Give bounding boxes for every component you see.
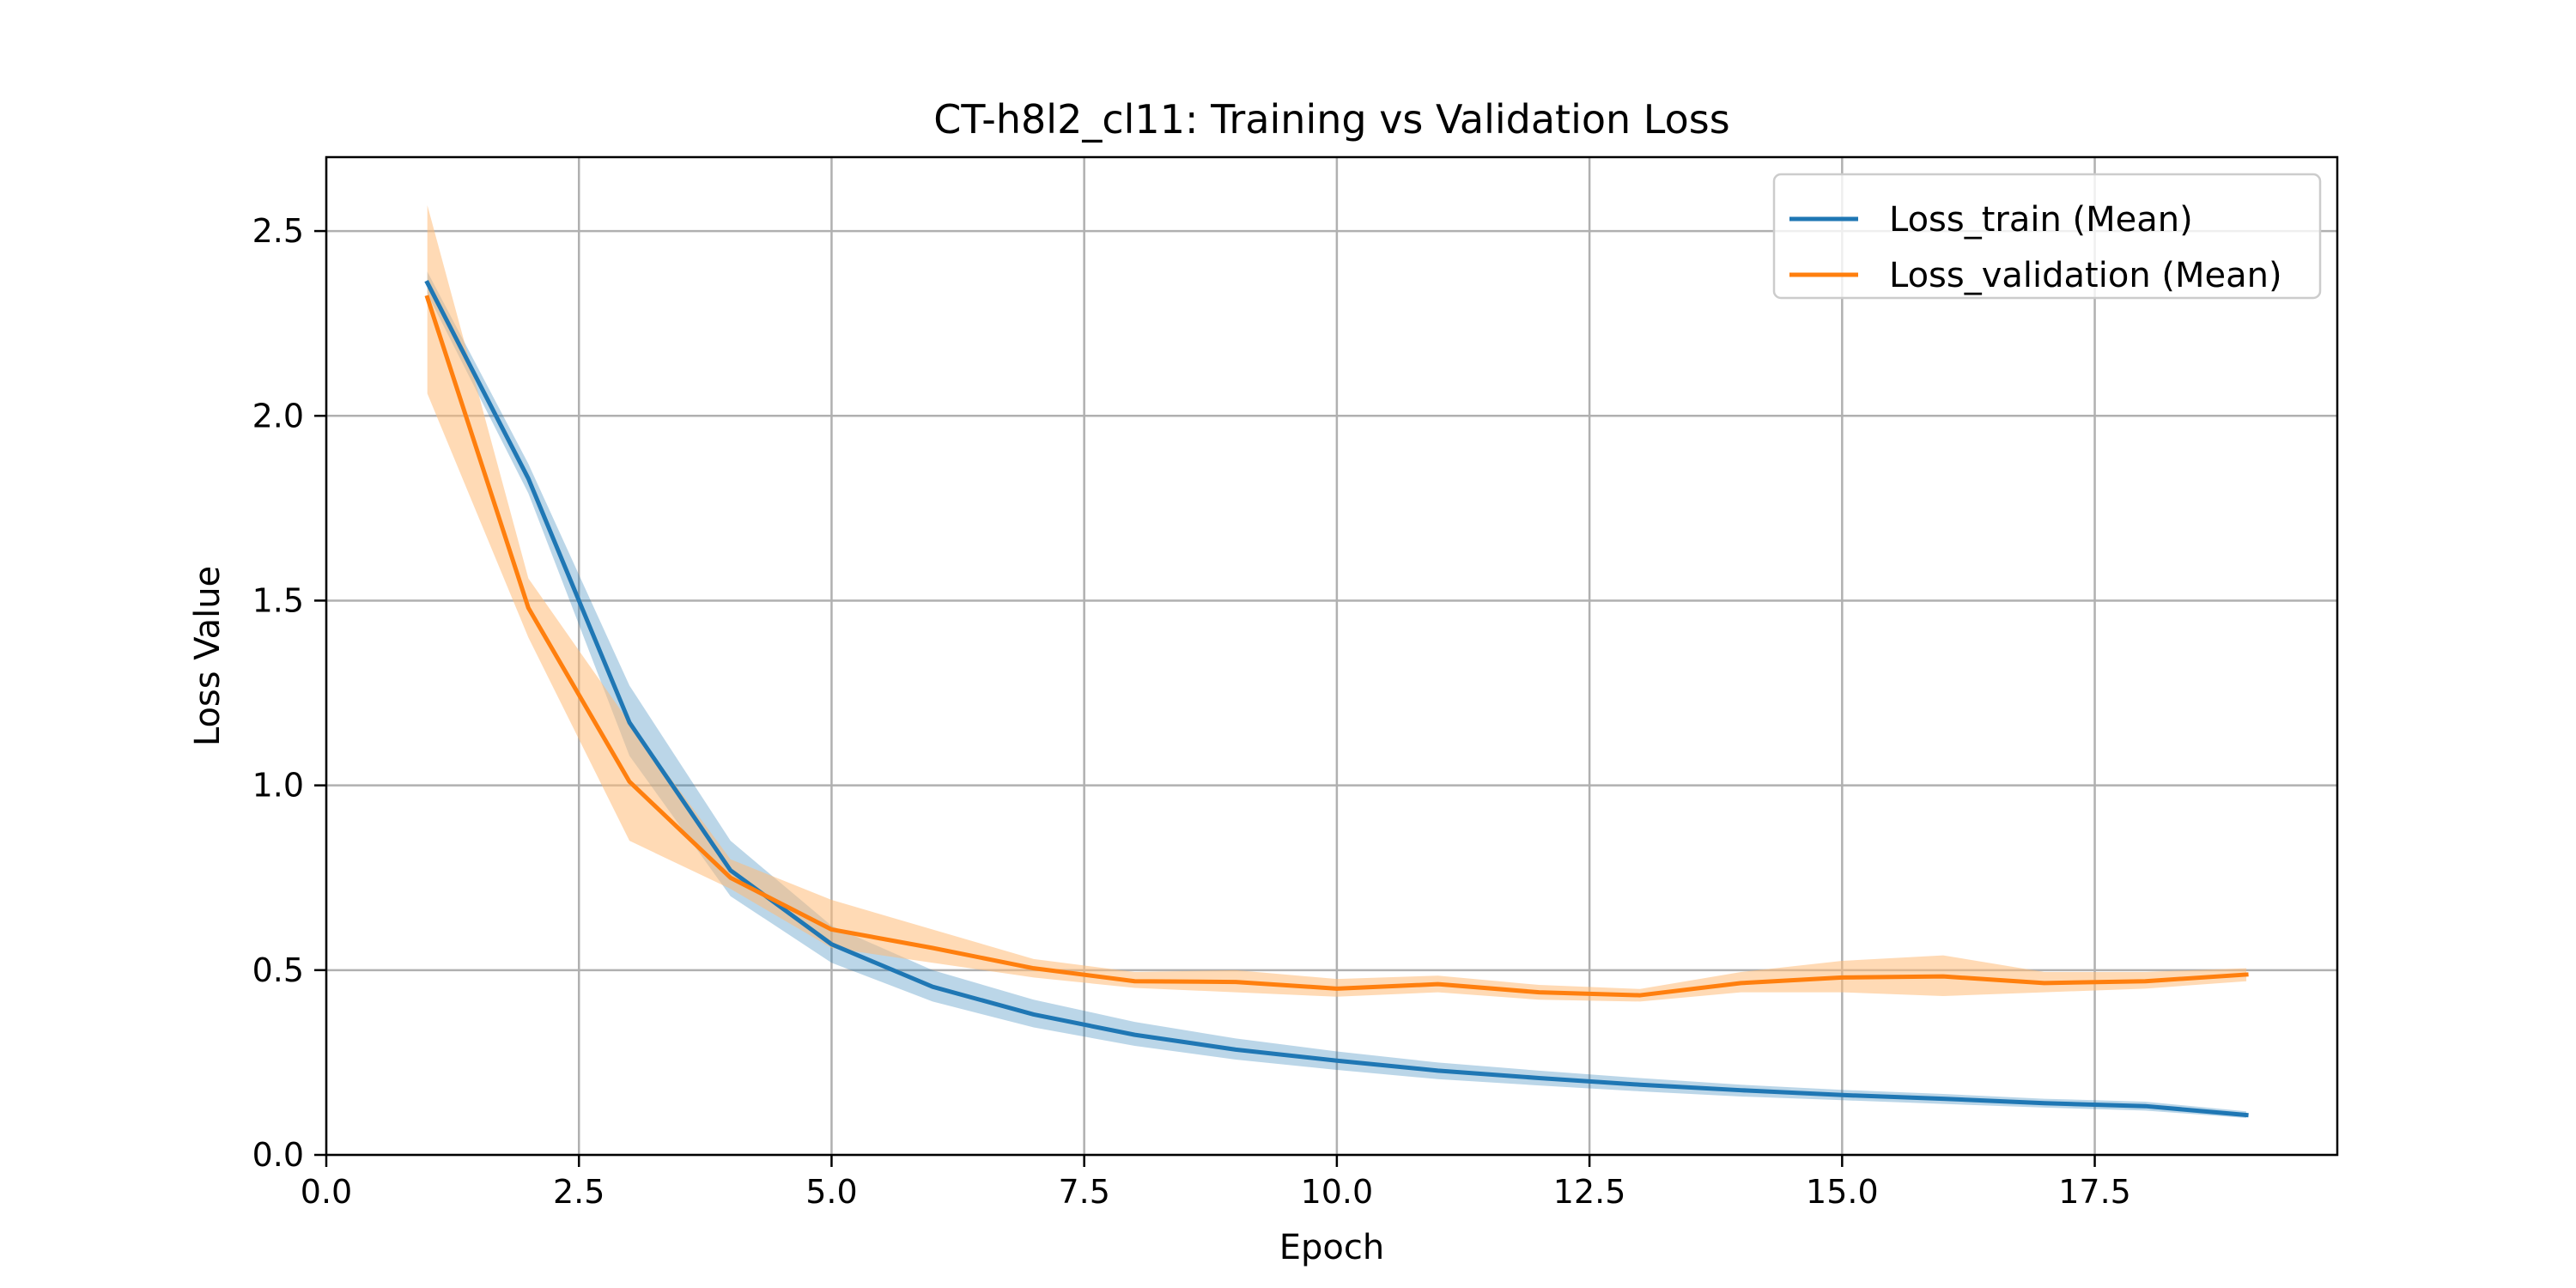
- y-axis-ticks: 0.0 0.5 1.0 1.5 2.0 2.5: [252, 212, 326, 1174]
- x-axis-label: Epoch: [1279, 1228, 1384, 1267]
- y-tick-label: 2.0: [252, 397, 304, 434]
- x-tick-label: 5.0: [805, 1173, 857, 1211]
- y-tick-label: 0.5: [252, 951, 304, 989]
- x-tick-label: 7.5: [1058, 1173, 1109, 1211]
- legend-label: Loss_train (Mean): [1889, 200, 2193, 240]
- x-tick-label: 10.0: [1301, 1173, 1374, 1211]
- x-tick-label: 0.0: [301, 1173, 352, 1211]
- y-tick-label: 2.5: [252, 212, 304, 250]
- y-tick-label: 0.0: [252, 1136, 304, 1174]
- y-axis-label: Loss Value: [188, 566, 228, 746]
- y-tick-label: 1.0: [252, 767, 304, 805]
- x-tick-label: 17.5: [2058, 1173, 2131, 1211]
- series-0-line: [424, 279, 2249, 1118]
- legend-label: Loss_validation (Mean): [1889, 256, 2282, 295]
- y-tick-label: 1.5: [252, 581, 304, 619]
- x-tick-label: 2.5: [553, 1173, 605, 1211]
- x-tick-label: 15.0: [1806, 1173, 1879, 1211]
- chart-title: CT-h8l2_cl11: Training vs Validation Los…: [933, 96, 1729, 143]
- grid-lines: [325, 157, 2337, 1157]
- legend-box: [1772, 173, 2322, 300]
- legend: Loss_train (Mean) Loss_validation (Mean): [1772, 173, 2322, 300]
- series-lines: [424, 279, 2249, 1118]
- plot-frame: [325, 155, 2339, 1157]
- x-tick-label: 12.5: [1553, 1173, 1626, 1211]
- x-axis-ticks: 0.0 2.5 5.0 7.5 10.0 12.5 15.0 17.5: [301, 1155, 2131, 1211]
- series-1-line: [424, 295, 2249, 998]
